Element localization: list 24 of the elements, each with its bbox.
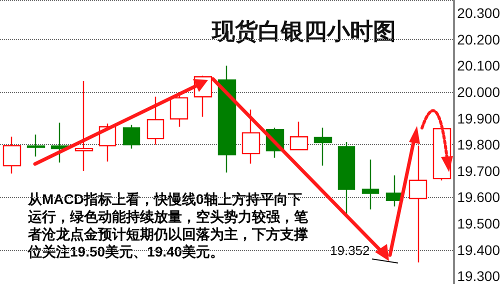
candlestick	[26, 134, 46, 158]
y-tick-label: 19.700	[457, 162, 500, 179]
y-tick-label: 19.500	[457, 216, 500, 232]
candlestick	[74, 80, 94, 172]
candlestick	[408, 145, 428, 264]
candlestick	[290, 121, 308, 150]
y-tick-label: 19.800	[457, 136, 500, 153]
y-tick-label: 20.300	[457, 5, 500, 22]
candlestick	[362, 159, 380, 210]
y-tick-label: 19.300	[457, 268, 500, 284]
y-tick-label: 20.000	[457, 84, 500, 100]
y-tick-label: 19.400	[457, 242, 500, 258]
candlestick	[2, 136, 22, 174]
candlestick	[146, 96, 164, 146]
y-tick-label: 20.200	[457, 31, 500, 48]
candlestick	[122, 124, 140, 150]
y-tick-label: 19.900	[457, 110, 500, 126]
candlestick	[50, 122, 70, 164]
text: 现货白银四小时图	[211, 18, 396, 45]
candlestick	[242, 109, 260, 164]
y-tick-label: 19.600	[457, 189, 500, 206]
candlestick	[218, 65, 236, 174]
candlestick	[314, 127, 332, 166]
y-tick-label: 20.100	[457, 58, 500, 74]
